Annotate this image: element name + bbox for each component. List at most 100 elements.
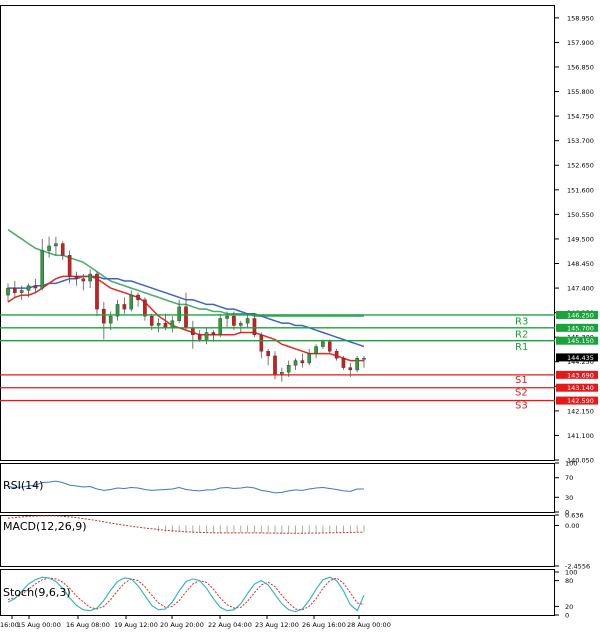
price-y-tick-label: 155.800	[567, 88, 594, 96]
candle-body	[136, 294, 140, 300]
candle-body	[81, 278, 86, 282]
pivot-level-name: R2	[515, 329, 528, 340]
pivot-level-price-box	[556, 336, 598, 345]
pivot-level-price-label: 143.690	[567, 371, 594, 379]
candle-body	[60, 243, 65, 256]
candle-body	[355, 358, 359, 371]
candle-body	[184, 306, 188, 329]
x-tick-label: 28 Aug 00:00	[347, 621, 391, 629]
stoch-y-tick-label: 20	[565, 603, 573, 611]
pivot-level-name: R3	[515, 316, 528, 327]
candle-body	[33, 285, 38, 289]
macd-signal-line	[7, 515, 365, 534]
macd-y-tick-label: -2.4556	[565, 563, 590, 571]
price-y-tick-label: 147.400	[567, 285, 594, 293]
stoch-y-tick-label: 0	[565, 612, 569, 620]
pivot-level-price-label: 143.140	[567, 384, 594, 392]
candle-body	[67, 255, 72, 277]
pivot-level-price-label: 142.590	[567, 397, 594, 405]
price-y-tick-label: 149.500	[567, 235, 594, 243]
price-y-tick-label: 140.050	[567, 457, 594, 465]
candle-body	[238, 322, 243, 326]
pivot-level-price-label: 145.700	[567, 324, 594, 332]
x-tick-label: 16:00	[0, 621, 19, 629]
price-panel-frame	[0, 5, 555, 461]
candle-body	[95, 273, 99, 310]
x-tick-label: 16 Aug 08:00	[66, 621, 110, 629]
candle-body	[88, 273, 92, 282]
candle-body	[156, 322, 161, 326]
rsi-line	[7, 480, 364, 494]
candle-body	[115, 304, 120, 317]
candle-body	[334, 351, 339, 359]
stoch-y-tick-label: 100	[565, 569, 577, 577]
ma-red-line	[7, 275, 364, 362]
price-y-tick-label: 150.550	[567, 211, 594, 219]
macd-y-tick-label: 0.636	[565, 512, 584, 520]
candle-body	[102, 308, 106, 324]
pivot-level-price-box	[556, 323, 598, 332]
rsi-y-tick-label: 100	[565, 460, 577, 468]
candle-body	[26, 285, 31, 291]
candle-body	[163, 322, 168, 329]
candle-body	[149, 315, 154, 326]
rsi-layer: 100 70 30 0 RSI(14)	[3, 460, 577, 517]
price-y-tick-label: 153.700	[567, 137, 594, 145]
candle-body	[40, 250, 45, 289]
stoch-d-line	[7, 577, 365, 611]
candle-body	[19, 290, 24, 293]
pivot-level-name: S2	[515, 388, 528, 399]
pivot-level-name: R1	[515, 342, 528, 353]
price-y-tick-label: 148.450	[567, 260, 594, 268]
x-tick-label: 23 Aug 12:00	[255, 621, 299, 629]
macd-y-tick-label: 0.00	[565, 522, 579, 530]
candle-body	[286, 365, 291, 373]
stoch-k-line	[7, 576, 365, 613]
candle-body	[170, 320, 175, 329]
x-tick-label: 20 Aug 20:00	[160, 621, 204, 629]
x-tick-label: 22 Aug 04:00	[208, 621, 252, 629]
pivot-level-price-label: 146.250	[567, 311, 594, 319]
candle-body	[6, 287, 10, 296]
candle-body	[129, 294, 134, 310]
price-y-tick-label: 151.600	[567, 186, 594, 194]
pivot-level-name: S1	[515, 375, 528, 386]
rsi-y-tick-label: 30	[565, 494, 573, 502]
candle-body	[273, 355, 277, 375]
candle-body	[362, 358, 366, 360]
rsi-panel-title: RSI(14)	[3, 479, 43, 492]
macd-panel-title: MACD(12,26,9)	[3, 520, 87, 533]
pivot-level-price-box	[556, 370, 598, 379]
candle-body	[177, 306, 181, 322]
current-price-label: 144.435	[567, 354, 594, 362]
candle-body	[266, 351, 270, 357]
price-y-tick-label: 157.900	[567, 39, 594, 47]
stoch-panel-frame	[0, 569, 555, 616]
candle-body	[13, 287, 17, 293]
rsi-y-tick-label: 0	[565, 509, 569, 517]
candle-body	[204, 332, 209, 340]
candle-body	[218, 318, 223, 336]
price-y-tick-label: 156.850	[567, 63, 594, 71]
candle-body	[348, 367, 353, 371]
price-y-tick-label: 154.750	[567, 113, 594, 121]
candle-body	[211, 332, 216, 336]
pivot-level-price-box	[556, 383, 598, 392]
rsi-y-tick-label: 70	[565, 474, 573, 482]
price-y-tick-label: 144.250	[567, 358, 594, 366]
pivot-level-price-label: 145.150	[567, 337, 594, 345]
candle-body	[245, 318, 250, 324]
pivot-level-price-box	[556, 310, 598, 319]
candle-body	[314, 346, 318, 354]
candle-body	[108, 315, 113, 324]
price-layer: 158.950 157.900 156.850 155.800 154.750 153.7…	[0, 14, 598, 465]
stoch-panel-title: Stoch(9,6,3)	[3, 586, 71, 599]
candle-body	[54, 243, 58, 247]
candle-body	[122, 304, 127, 310]
candle-body	[232, 315, 236, 326]
candle-body	[327, 341, 332, 352]
candle-body	[191, 327, 195, 336]
candle-body	[341, 358, 346, 368]
